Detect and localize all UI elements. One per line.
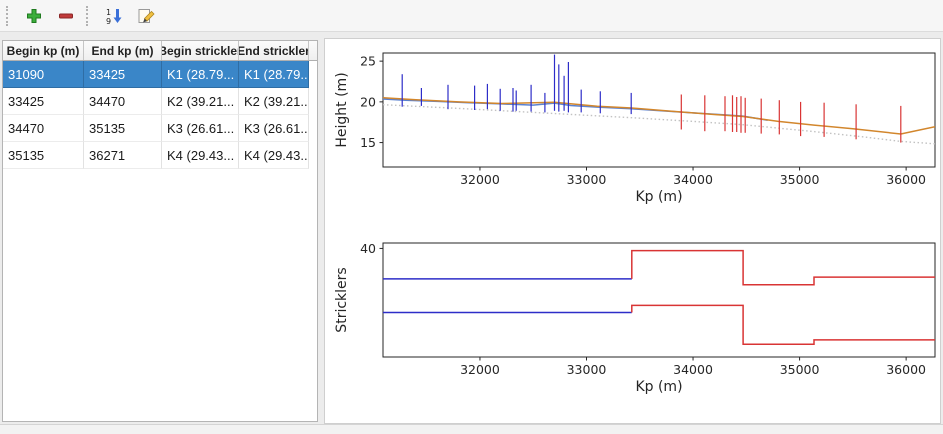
svg-text:1: 1 bbox=[106, 8, 111, 17]
table-cell[interactable]: 33425 bbox=[3, 88, 84, 115]
plus-icon bbox=[26, 8, 41, 23]
table-cell[interactable]: 35135 bbox=[84, 115, 162, 142]
column-header[interactable]: End strickler bbox=[239, 41, 309, 60]
svg-text:9: 9 bbox=[106, 17, 111, 25]
table-row-selected[interactable]: 31090 33425 K1 (28.79... K1 (28.79... bbox=[3, 61, 317, 88]
y-axis-label: Stricklers bbox=[334, 267, 350, 332]
chart-0: 32000 33000 34000 35000 36000 15 20 25 Kp (m) Hei… bbox=[334, 52, 936, 205]
table-cell[interactable]: K4 (29.43... bbox=[162, 142, 239, 169]
status-bar bbox=[0, 424, 943, 434]
toolbar-grip-2[interactable] bbox=[86, 5, 93, 26]
y-tick-label: 40 bbox=[360, 241, 376, 256]
table-cell[interactable]: 33425 bbox=[84, 61, 162, 88]
y-axis-label: Height (m) bbox=[334, 72, 350, 147]
toolbar-grip[interactable] bbox=[6, 5, 13, 26]
x-axis-label: Kp (m) bbox=[635, 379, 682, 395]
x-tick-label: 34000 bbox=[673, 172, 713, 187]
minor-strickler bbox=[631, 304, 935, 345]
edit-icon bbox=[138, 8, 155, 23]
charts-panel: 32000 33000 34000 35000 36000 15 20 25 Kp (m) Hei… bbox=[324, 38, 941, 424]
x-tick-label: 32000 bbox=[460, 362, 500, 377]
x-tick-label: 32000 bbox=[460, 172, 500, 187]
column-header[interactable]: End kp (m) bbox=[84, 41, 162, 60]
table-body: 31090 33425 K1 (28.79... K1 (28.79... 33425 3… bbox=[3, 61, 317, 169]
table-row[interactable]: 33425 34470 K2 (39.21... K2 (39.21... bbox=[3, 88, 317, 115]
edit-row-button[interactable] bbox=[132, 3, 159, 29]
table-cell[interactable]: 34470 bbox=[3, 115, 84, 142]
table-cell[interactable]: K4 (29.43... bbox=[239, 142, 309, 169]
remove-row-button[interactable] bbox=[52, 3, 79, 29]
table-cell[interactable]: 34470 bbox=[84, 88, 162, 115]
x-tick-label: 35000 bbox=[780, 362, 820, 377]
height-line-orange bbox=[383, 97, 935, 135]
minus-icon bbox=[58, 13, 73, 18]
major-strickler bbox=[631, 249, 935, 286]
x-axis-label: Kp (m) bbox=[635, 189, 682, 205]
x-tick-label: 34000 bbox=[673, 362, 713, 377]
cross-sections-other-reaches bbox=[680, 94, 902, 143]
table-cell[interactable]: 35135 bbox=[3, 142, 84, 169]
sort-numeric-icon: 1 9 bbox=[106, 8, 121, 25]
column-header-stub bbox=[309, 41, 317, 60]
table-cell[interactable]: K3 (26.61... bbox=[162, 115, 239, 142]
x-tick-label: 36000 bbox=[886, 362, 926, 377]
y-tick-label: 15 bbox=[360, 135, 376, 150]
x-tick-label: 35000 bbox=[780, 172, 820, 187]
table-cell[interactable]: K1 (28.79... bbox=[162, 61, 239, 88]
kp-charts-canvas: 32000 33000 34000 35000 36000 15 20 25 Kp (m) Hei… bbox=[334, 52, 936, 395]
y-tick-label: 25 bbox=[360, 54, 376, 69]
column-header[interactable]: Begin strickler bbox=[162, 41, 239, 60]
chart-1: 32000 33000 34000 35000 36000 40 Kp (m) Strickl… bbox=[334, 241, 936, 395]
x-tick-label: 33000 bbox=[567, 172, 607, 187]
column-header[interactable]: Begin kp (m) bbox=[3, 41, 84, 60]
table-row[interactable]: 34470 35135 K3 (26.61... K3 (26.61... bbox=[3, 115, 317, 142]
table-cell[interactable]: 31090 bbox=[3, 61, 84, 88]
stricklers-table: Begin kp (m) End kp (m) Begin strickler End… bbox=[2, 40, 318, 422]
x-tick-label: 36000 bbox=[886, 172, 926, 187]
table-cell[interactable]: K2 (39.21... bbox=[162, 88, 239, 115]
height-line-dotted bbox=[383, 104, 935, 145]
add-row-button[interactable] bbox=[20, 3, 47, 29]
table-header-row: Begin kp (m) End kp (m) Begin strickler End… bbox=[3, 41, 317, 61]
y-tick-label: 20 bbox=[360, 94, 376, 109]
cross-sections-selected-reach bbox=[401, 54, 632, 115]
x-tick-label: 33000 bbox=[567, 362, 607, 377]
table-row[interactable]: 35135 36271 K4 (29.43... K4 (29.43... bbox=[3, 142, 317, 169]
table-cell[interactable]: K1 (28.79... bbox=[239, 61, 309, 88]
table-cell[interactable]: K3 (26.61... bbox=[239, 115, 309, 142]
toolbar: 1 9 bbox=[0, 0, 943, 32]
table-cell[interactable]: K2 (39.21... bbox=[239, 88, 309, 115]
table-cell[interactable]: 36271 bbox=[84, 142, 162, 169]
sort-rows-button[interactable]: 1 9 bbox=[100, 3, 127, 29]
